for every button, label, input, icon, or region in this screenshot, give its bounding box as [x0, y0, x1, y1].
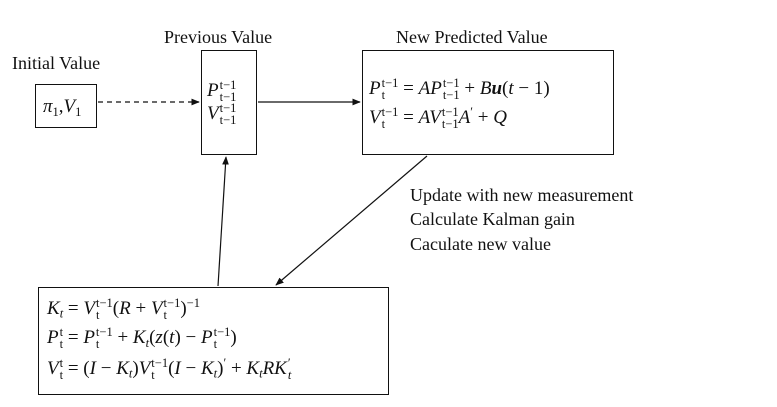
initial-value-label: Initial Value — [12, 53, 101, 73]
arrow-predicted-to-update — [275, 155, 428, 286]
initial-value-box: π1,V1 — [35, 84, 97, 128]
new-predicted-value-label: New Predicted Value — [396, 27, 548, 47]
note-update-measurement: Update with new measurement — [410, 185, 634, 205]
note-kalman-gain: Calculate Kalman gain — [410, 209, 575, 229]
arrow-update-to-previous — [217, 156, 229, 287]
previous-value-label: Previous Value — [164, 27, 273, 47]
note-new-value: Caculate new value — [410, 234, 551, 254]
initial-value-expr: π1,V1 — [43, 96, 82, 119]
